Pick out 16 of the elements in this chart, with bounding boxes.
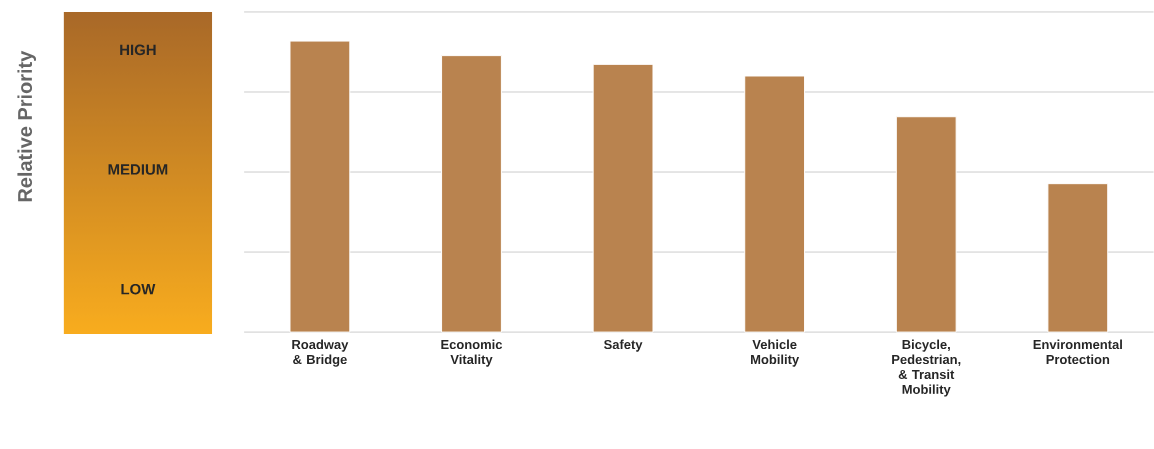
text: LOW: [121, 284, 156, 295]
text: HIGH: [120, 44, 156, 56]
x-tick-label: Economic Vitality: [441, 339, 503, 367]
bar: [1047, 183, 1109, 333]
x-tick-label: Vehicle Mobility: [751, 339, 800, 367]
bar: [895, 116, 957, 333]
text: MEDIUM: [108, 164, 168, 175]
text: Relative Priority: [17, 50, 37, 202]
x-tick-label: Safety: [603, 339, 643, 352]
x-tick-label: Environmental Protection: [1033, 339, 1122, 365]
x-tick-label: Roadway & Bridge: [292, 339, 349, 367]
bar: [592, 63, 654, 333]
bar: [744, 75, 806, 333]
bar: [289, 40, 351, 333]
x-tick-label: Bicycle, Pedestrian, & Transit Mobility: [892, 339, 961, 397]
bar: [441, 55, 502, 333]
